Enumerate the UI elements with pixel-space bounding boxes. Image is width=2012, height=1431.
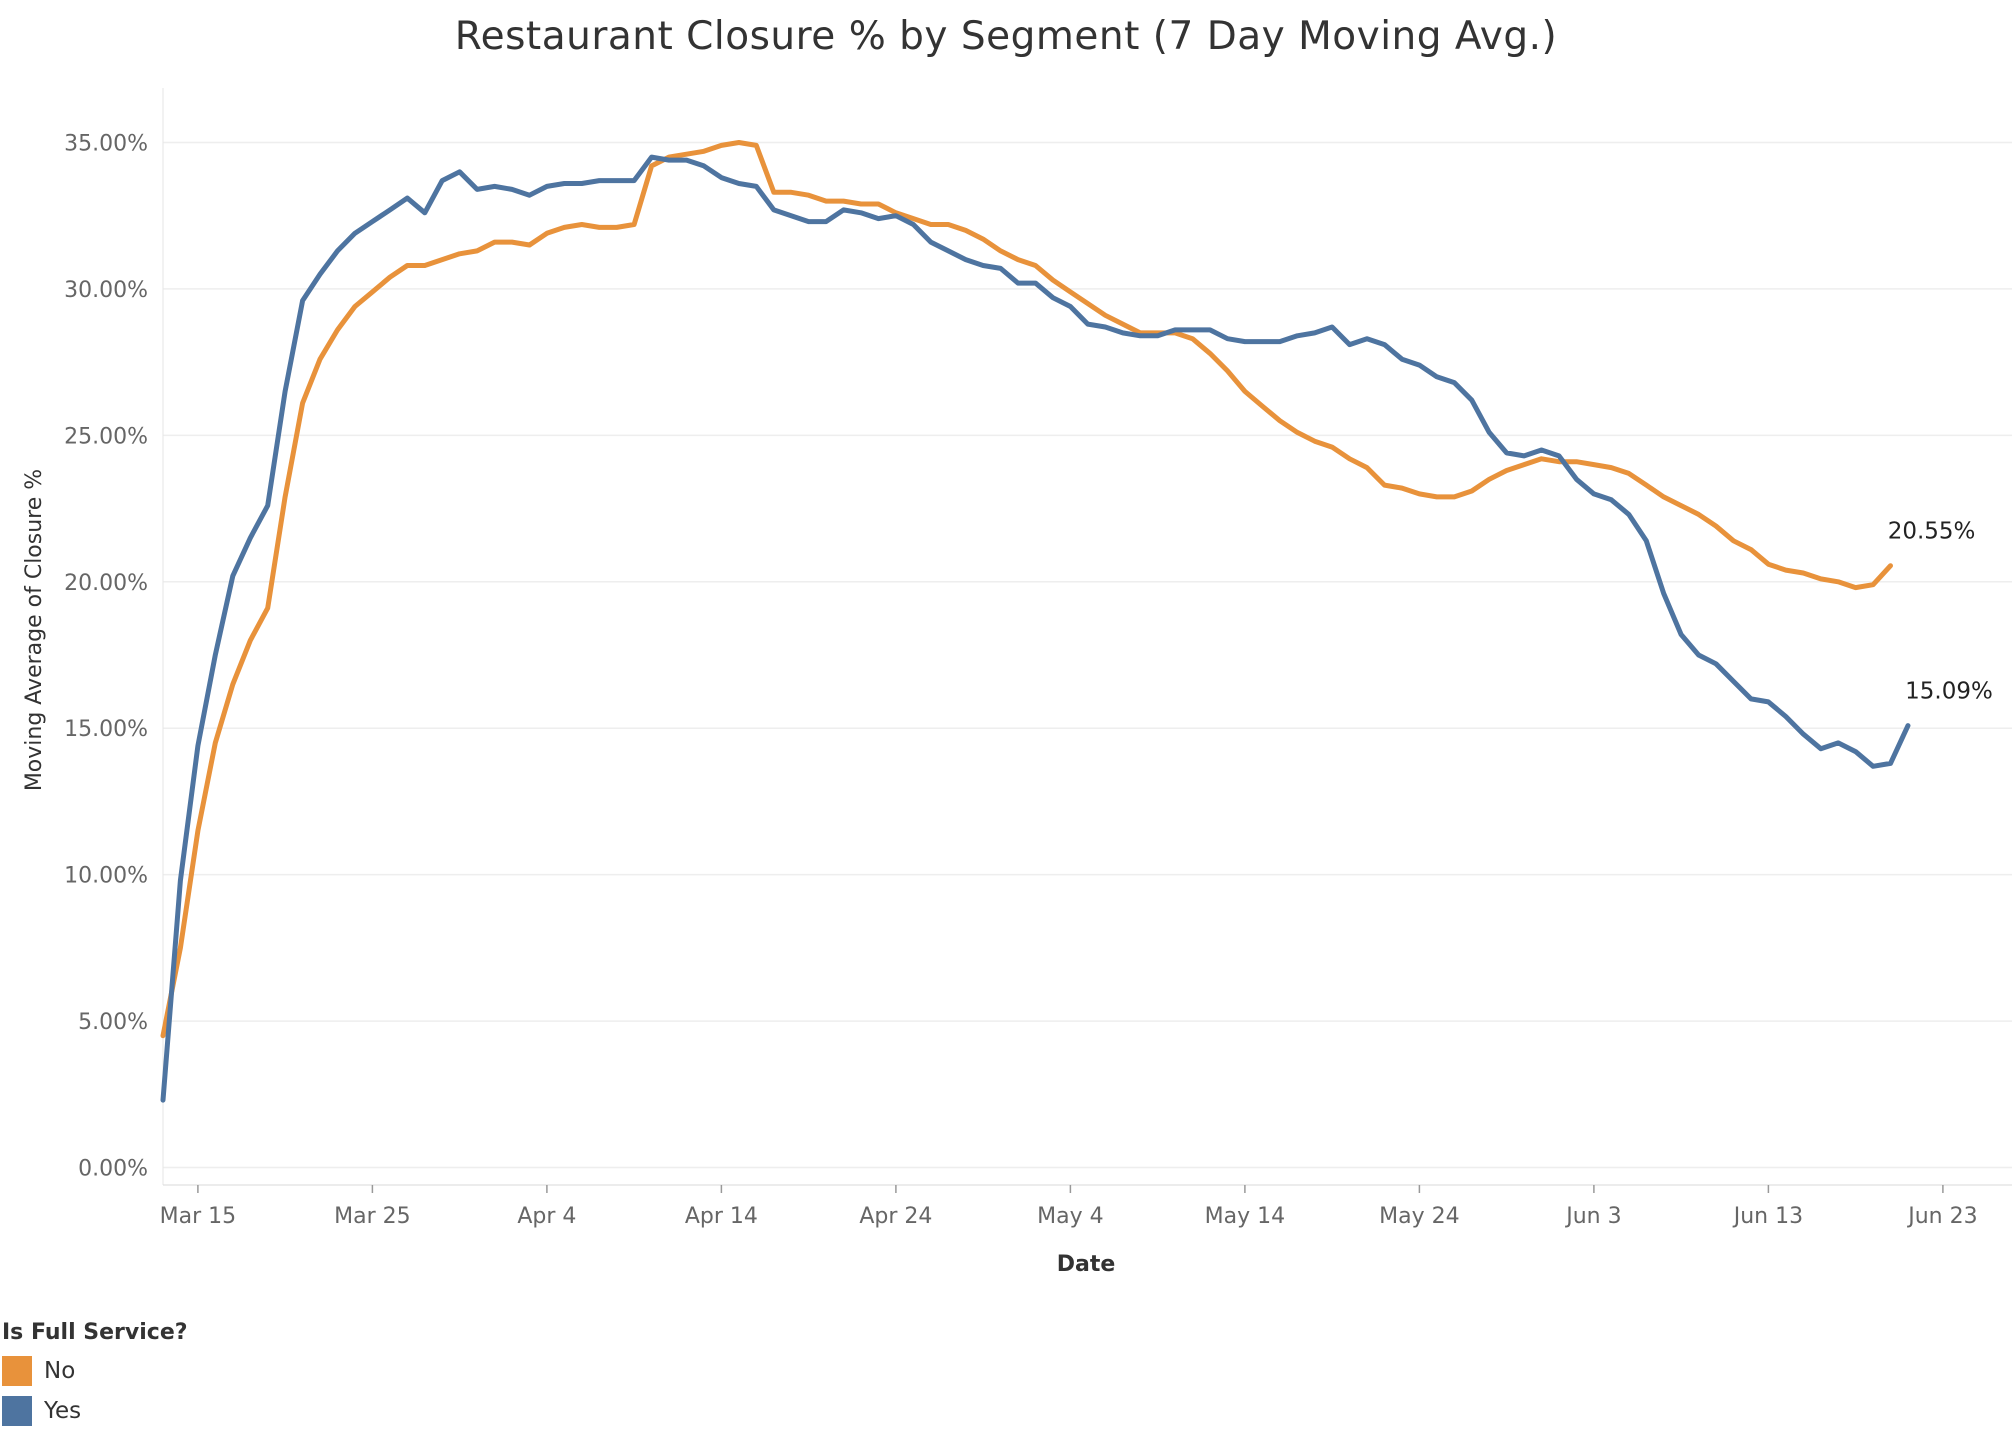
x-tick-label: Jun 3: [1564, 1204, 1621, 1229]
x-tick-label: Mar 25: [334, 1204, 411, 1229]
y-tick-label: 20.00%: [64, 571, 148, 596]
x-tick-label: Jun 13: [1732, 1204, 1803, 1229]
x-tick-label: May 24: [1379, 1204, 1459, 1229]
y-tick-label: 15.00%: [64, 717, 148, 742]
legend-label-yes: Yes: [44, 1398, 82, 1424]
x-tick-label: Apr 14: [685, 1204, 758, 1229]
legend-label-no: No: [44, 1358, 76, 1384]
chart-title: Restaurant Closure % by Segment (7 Day M…: [454, 14, 1558, 59]
x-tick-label: Apr 4: [517, 1204, 576, 1229]
x-tick-label: Apr 24: [859, 1204, 932, 1229]
y-axis-title: Moving Average of Closure %: [22, 469, 47, 791]
end-labels: 20.55% 15.09%: [1888, 519, 1993, 705]
legend-swatch-no: [2, 1356, 32, 1386]
y-tick-label: 10.00%: [64, 864, 148, 889]
series-line-yes[interactable]: [160, 154, 1911, 1103]
y-tick-label: 25.00%: [64, 424, 148, 449]
y-tick-label: 35.00%: [64, 132, 148, 157]
legend-item-yes[interactable]: Yes: [2, 1391, 188, 1431]
end-label-yes: 15.09%: [1905, 679, 1993, 705]
x-tick-label: Mar 15: [160, 1204, 237, 1229]
gridlines: [163, 141, 2012, 1169]
legend-item-no[interactable]: No: [2, 1351, 188, 1391]
end-label-no: 20.55%: [1888, 519, 1976, 545]
series-lines: [160, 140, 1911, 1103]
legend: Is Full Service? No Yes: [2, 1320, 188, 1431]
legend-title: Is Full Service?: [2, 1320, 188, 1345]
x-axis-title: Date: [1057, 1252, 1116, 1277]
series-line-no[interactable]: [160, 140, 1893, 1039]
axes: 0.00% 5.00% 10.00% 15.00% 20.00% 25.00% 30.00%…: [64, 88, 2012, 1229]
y-tick-label: 30.00%: [64, 278, 148, 303]
y-tick-label: 0.00%: [78, 1157, 148, 1182]
x-tick-label: May 14: [1205, 1204, 1285, 1229]
legend-swatch-yes: [2, 1396, 32, 1426]
y-tick-label: 5.00%: [78, 1010, 148, 1035]
x-tick-label: Jun 23: [1906, 1204, 1977, 1229]
x-tick-label: May 4: [1037, 1204, 1103, 1229]
